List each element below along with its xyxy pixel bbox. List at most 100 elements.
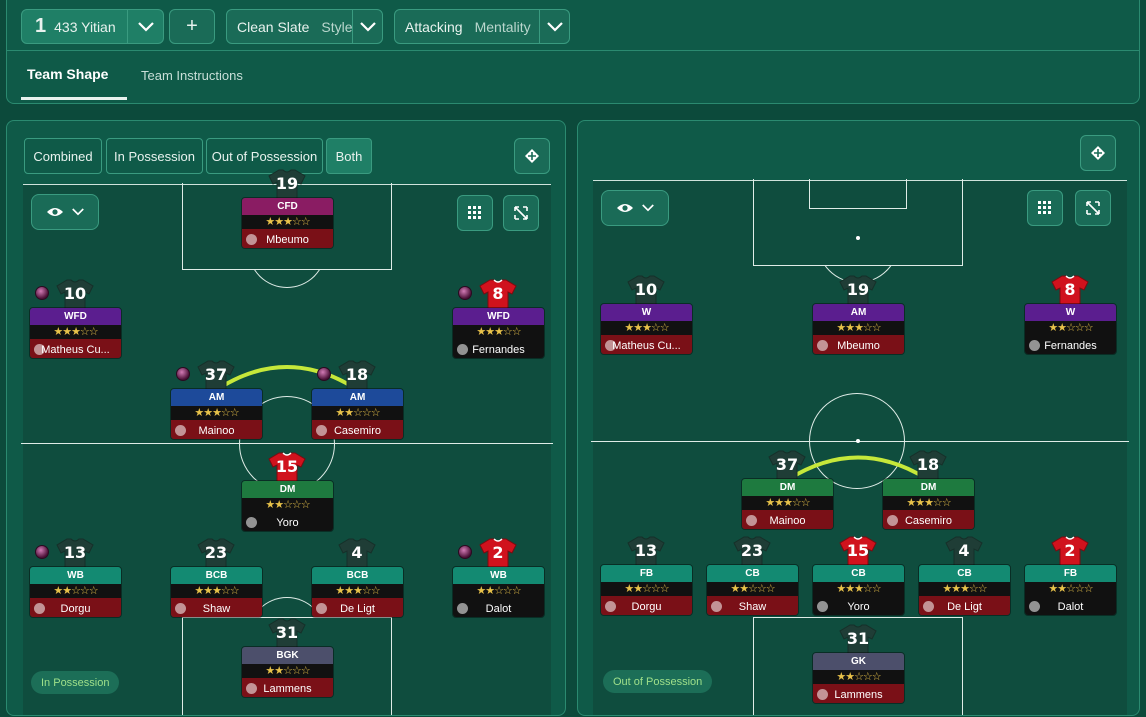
view-options-button[interactable]: [31, 194, 99, 230]
grid-view-icon[interactable]: [1027, 190, 1063, 226]
role-rating-stars: ★★★☆☆: [919, 582, 1010, 596]
player-shirt-icon: 8: [1050, 274, 1090, 306]
shirt-number: 31: [275, 623, 299, 642]
player-card[interactable]: DM ★★★☆☆ Mainoo: [741, 478, 834, 530]
player-name: Dorgu: [60, 602, 91, 615]
player-role: W: [1025, 304, 1116, 321]
grid-view-icon[interactable]: [457, 195, 493, 231]
player-card[interactable]: FB ★★☆☆☆ Dalot: [1024, 564, 1117, 616]
player-avatar-icon: [1029, 340, 1040, 351]
player-role: AM: [312, 389, 403, 406]
morale-orb-icon: [35, 286, 49, 300]
player-name-row: De Ligt: [312, 598, 403, 617]
pitch: 10 W ★★★☆☆ Matheus Cu... 19 AM ★★★☆☆ Mbeumo 8 W ★★…: [591, 179, 1129, 715]
tactic-selector[interactable]: 1 433 Yitian: [21, 9, 164, 44]
player-shirt-icon: 31: [267, 617, 307, 649]
player-role: AM: [813, 304, 904, 321]
view-options-button[interactable]: [601, 190, 669, 226]
player-name: Yoro: [847, 600, 870, 613]
filter-both[interactable]: Both: [326, 138, 372, 174]
player-card[interactable]: GK ★★☆☆☆ Lammens: [812, 652, 905, 704]
role-rating-stars: ★★☆☆☆: [813, 670, 904, 684]
player-name: Mbeumo: [837, 339, 880, 352]
player-name-row: Fernandes: [453, 339, 544, 358]
center-circle: [809, 393, 905, 489]
player-card[interactable]: WFD ★★★☆☆ Matheus Cu...: [29, 307, 122, 359]
player-card[interactable]: CFD ★★★☆☆ Mbeumo: [241, 197, 334, 249]
player-card[interactable]: FB ★★☆☆☆ Dorgu: [600, 564, 693, 616]
style-dropdown[interactable]: Clean Slate Style: [226, 9, 383, 44]
style-label: Style: [321, 18, 353, 35]
player-name: Fernandes: [1044, 339, 1097, 352]
player-card[interactable]: WB ★★☆☆☆ Dorgu: [29, 566, 122, 618]
filter-in-possession[interactable]: In Possession: [106, 138, 203, 174]
shirt-number: 19: [846, 280, 870, 299]
role-rating-stars: ★★★☆☆: [453, 325, 544, 339]
pitch-layout-icon[interactable]: [1080, 135, 1116, 171]
chevron-down-icon[interactable]: [352, 10, 382, 43]
role-rating-stars: ★★☆☆☆: [707, 582, 798, 596]
expand-icon[interactable]: [503, 195, 539, 231]
player-avatar-icon: [175, 425, 186, 436]
player-name-row: De Ligt: [919, 596, 1010, 615]
player-name-row: Dalot: [453, 598, 544, 617]
expand-icon[interactable]: [1075, 190, 1111, 226]
player-card[interactable]: BCB ★★★☆☆ Shaw: [170, 566, 263, 618]
player-name: Casemiro: [333, 424, 382, 437]
shirt-number: 2: [1064, 541, 1076, 560]
player-avatar-icon: [746, 515, 757, 526]
player-avatar-icon: [316, 425, 327, 436]
tab-team-instructions[interactable]: Team Instructions: [141, 68, 243, 83]
player-card[interactable]: W ★★★☆☆ Matheus Cu...: [600, 303, 693, 355]
player-card[interactable]: AM ★★★☆☆ Mainoo: [170, 388, 263, 440]
mentality-dropdown[interactable]: Attacking Mentality: [394, 9, 570, 44]
player-card[interactable]: AM ★★☆☆☆ Casemiro: [311, 388, 404, 440]
player-avatar-icon: [34, 344, 45, 355]
player-role: DM: [242, 481, 333, 498]
pitch-layout-icon[interactable]: [514, 138, 550, 174]
role-rating-stars: ★★★☆☆: [813, 582, 904, 596]
player-card[interactable]: BGK ★★☆☆☆ Lammens: [241, 646, 334, 698]
player-name: Yoro: [276, 516, 299, 529]
player-card[interactable]: BCB ★★★☆☆ De Ligt: [311, 566, 404, 618]
filter-combined[interactable]: Combined: [24, 138, 102, 174]
player-role: CB: [707, 565, 798, 582]
player-role: BCB: [312, 567, 403, 584]
player-shirt-icon: 37: [767, 449, 807, 481]
tab-team-shape[interactable]: Team Shape: [27, 66, 109, 82]
chevron-down-icon[interactable]: [127, 10, 163, 43]
role-rating-stars: ★★★☆☆: [883, 496, 974, 510]
morale-orb-icon: [176, 367, 190, 381]
player-card[interactable]: WFD ★★★☆☆ Fernandes: [452, 307, 545, 359]
player-avatar-icon: [817, 340, 828, 351]
player-card[interactable]: WB ★★☆☆☆ Dalot: [452, 566, 545, 618]
player-name-row: Yoro: [813, 596, 904, 615]
player-name-row: Mbeumo: [242, 229, 333, 248]
player-card[interactable]: CB ★★★☆☆ Yoro: [812, 564, 905, 616]
filter-out-of-possession[interactable]: Out of Possession: [206, 138, 323, 174]
tactics-header: 1 433 Yitian + Clean Slate Style Attacki…: [6, 0, 1140, 104]
shirt-number: 13: [63, 543, 87, 562]
player-name-row: Matheus Cu...: [30, 339, 121, 358]
phase-badge: In Possession: [31, 671, 120, 694]
role-rating-stars: ★★☆☆☆: [1025, 582, 1116, 596]
shirt-number: 8: [1064, 280, 1076, 299]
active-tab-indicator: [21, 97, 127, 100]
player-card[interactable]: CB ★★☆☆☆ Shaw: [706, 564, 799, 616]
player-card[interactable]: DM ★★★☆☆ Casemiro: [882, 478, 975, 530]
player-name-row: Casemiro: [312, 420, 403, 439]
morale-orb-icon: [35, 545, 49, 559]
chevron-down-icon[interactable]: [539, 10, 569, 43]
player-card[interactable]: AM ★★★☆☆ Mbeumo: [812, 303, 905, 355]
player-card[interactable]: W ★★☆☆☆ Fernandes: [1024, 303, 1117, 355]
add-tactic-button[interactable]: +: [169, 9, 215, 44]
player-card[interactable]: CB ★★★☆☆ De Ligt: [918, 564, 1011, 616]
player-avatar-icon: [711, 601, 722, 612]
player-avatar-icon: [1029, 601, 1040, 612]
role-rating-stars: ★★★☆☆: [601, 321, 692, 335]
player-name: De Ligt: [947, 600, 982, 613]
player-card[interactable]: DM ★★☆☆☆ Yoro: [241, 480, 334, 532]
player-link-arc: [219, 365, 355, 389]
player-name: Shaw: [738, 600, 767, 613]
player-name-row: Shaw: [171, 598, 262, 617]
